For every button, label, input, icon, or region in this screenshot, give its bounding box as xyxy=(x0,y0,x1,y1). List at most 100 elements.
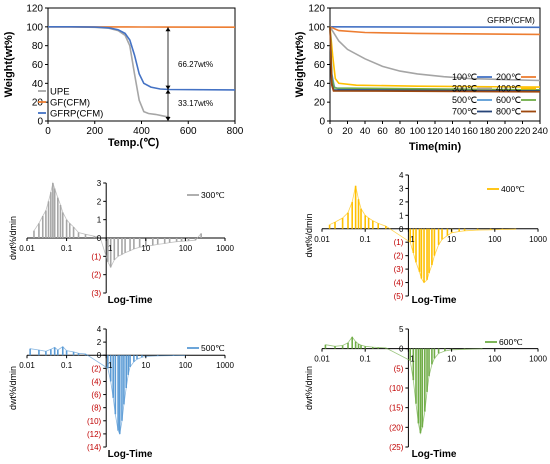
bar xyxy=(109,355,112,382)
x-tick-label: 220 xyxy=(515,126,531,137)
y-tick-label: 0 xyxy=(399,345,404,354)
bar xyxy=(125,355,128,388)
y-tick-label: 2 xyxy=(97,197,102,206)
bar xyxy=(433,228,436,256)
y-tick-label: (10) xyxy=(389,384,404,393)
bar xyxy=(441,228,443,240)
y-tick-label: 40 xyxy=(32,79,44,90)
x-tick-label: 80 xyxy=(395,126,406,137)
y-tick-label: (5) xyxy=(394,292,404,301)
bar xyxy=(47,201,50,238)
bar xyxy=(29,348,31,356)
x-tick-label: 180 xyxy=(480,126,496,137)
y-tick-label: 3 xyxy=(97,179,102,188)
x-tick-label: 100 xyxy=(410,126,426,137)
bar xyxy=(57,197,59,238)
x-tick-label: 1000 xyxy=(216,244,234,253)
bar xyxy=(121,355,123,421)
y-tick-label: 1 xyxy=(97,216,102,225)
x-tick-label: 240 xyxy=(532,126,548,137)
bar xyxy=(77,232,80,238)
y-tick-label: (15) xyxy=(389,404,404,413)
bar xyxy=(38,349,40,356)
legend-label: 800℃ xyxy=(496,107,521,117)
x-tick-label: 100 xyxy=(488,355,502,364)
bar xyxy=(124,238,126,253)
bar xyxy=(129,355,131,368)
x-tick-label: 0.01 xyxy=(19,361,35,370)
series-line-0 xyxy=(329,26,541,29)
bar xyxy=(341,345,344,349)
y-tick-label: 80 xyxy=(314,41,326,52)
bar xyxy=(514,228,517,230)
y-tick-label: (10) xyxy=(87,417,102,426)
y-tick-label: 60 xyxy=(32,60,44,71)
bar xyxy=(133,355,135,362)
y-tick-label: 2 xyxy=(399,198,404,207)
bar xyxy=(476,228,479,231)
bar-chart-3: 4 2 0 (2) (4) (6) (8) (10) (12) (14) 0.01 0.1 1 10 100… xyxy=(8,325,234,460)
x-tick-label: 800 xyxy=(227,126,244,137)
x-tick-label: 0.01 xyxy=(314,235,330,244)
bar xyxy=(141,355,143,358)
bar xyxy=(200,233,202,238)
bar xyxy=(428,348,430,377)
y-tick-label: (8) xyxy=(91,404,101,413)
bar xyxy=(138,238,141,248)
x-tick-label: 0.01 xyxy=(19,244,35,253)
bar xyxy=(33,230,35,238)
bar xyxy=(117,355,119,431)
bar xyxy=(123,355,125,405)
bar xyxy=(420,228,423,279)
bar xyxy=(421,348,424,428)
x-tick-label: 0.1 xyxy=(360,355,372,364)
bar xyxy=(52,183,54,238)
bar xyxy=(45,351,47,356)
x-axis-label: Log-Time xyxy=(412,295,457,306)
y-tick-label: (3) xyxy=(394,265,404,274)
x-tick-label: 140 xyxy=(445,126,461,137)
bar xyxy=(114,355,117,415)
bar xyxy=(489,228,492,230)
y-tick-label: (5) xyxy=(394,364,404,373)
x-tick-label: 20 xyxy=(342,126,353,137)
x-tick-label: 10 xyxy=(447,355,456,364)
bar xyxy=(418,228,421,272)
bar xyxy=(129,238,131,251)
x-tick-label: 1000 xyxy=(529,355,547,364)
y-tick-label: (4) xyxy=(394,279,404,288)
legend-label: 200℃ xyxy=(496,72,521,82)
profile-line xyxy=(30,346,186,436)
x-tick-label: 400 xyxy=(133,126,150,137)
y-tick-label: 20 xyxy=(32,98,44,109)
x-tick-label: 1 xyxy=(410,355,415,364)
bar xyxy=(187,238,190,241)
bar xyxy=(118,355,121,434)
bar xyxy=(127,355,130,375)
legend-label: UPE xyxy=(50,87,70,98)
bar xyxy=(385,226,387,229)
bar xyxy=(364,215,366,229)
bar xyxy=(77,353,80,356)
bar xyxy=(72,351,75,356)
y-tick-label: 100 xyxy=(308,22,325,33)
bar xyxy=(65,350,68,356)
x-tick-label: 1 xyxy=(410,235,415,244)
bar xyxy=(84,353,87,356)
y-tick-label: 5 xyxy=(399,325,404,334)
legend-label: 600℃ xyxy=(496,95,521,105)
y-tick-label: 120 xyxy=(308,4,325,15)
y-tick-label: (1) xyxy=(394,238,404,247)
profile-line xyxy=(325,336,482,435)
bar xyxy=(444,348,446,352)
y-tick-label: (1) xyxy=(91,252,101,261)
x-tick-label: 0.1 xyxy=(61,361,73,370)
line-chart-1: 0 20 40 60 80 100 120 0 200 400 600 800 Temp.(℃) Weig… xyxy=(3,4,244,150)
bar xyxy=(446,228,449,236)
bar xyxy=(458,228,461,232)
bar xyxy=(415,228,417,263)
bar xyxy=(53,347,56,356)
x-tick-label: 100 xyxy=(179,244,193,253)
x-axis-label: Log-Time xyxy=(412,449,457,460)
